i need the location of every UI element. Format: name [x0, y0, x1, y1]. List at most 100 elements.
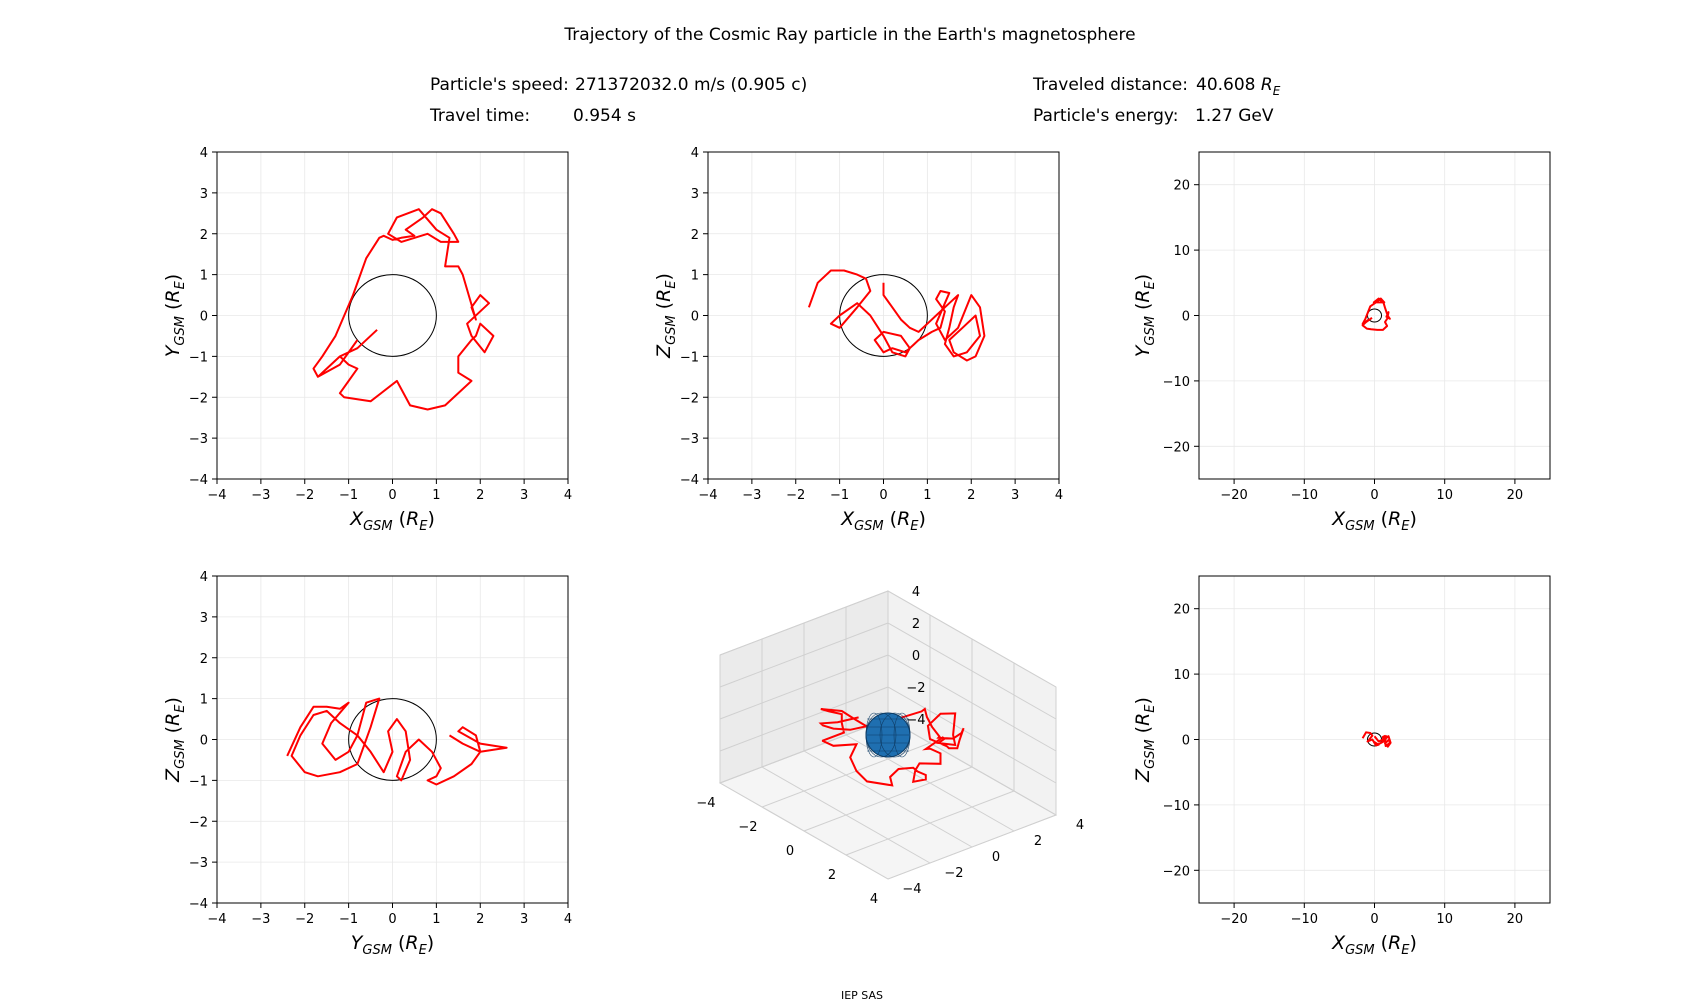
x-tick-label: −4	[698, 488, 717, 503]
distance-label: Traveled distance:	[1032, 75, 1188, 95]
x-tick-label: 2	[967, 488, 975, 503]
x-axis-label: XGSM (RE)	[349, 508, 435, 534]
x-tick-label: 10	[1436, 912, 1453, 927]
y-tick-label: −20	[1163, 864, 1190, 879]
panel-xz-wide: −20 −10 0 10 20 −20 −10 0 10 20 XGSM (RE) ZGSM (RE)	[1132, 575, 1551, 958]
x-tick-label: 1	[432, 488, 440, 503]
x-tick-label: 10	[1436, 488, 1453, 503]
y3d-tick-label: 2	[1034, 834, 1042, 849]
y-tick-label: −1	[680, 350, 699, 365]
x-tick-label: −4	[207, 912, 226, 927]
earth-outline	[348, 274, 437, 357]
y-axis-label: ZGSM (RE)	[162, 697, 188, 783]
y-tick-label: −10	[1163, 799, 1190, 814]
grid-3d	[887, 654, 1057, 752]
grid-3d	[887, 814, 1057, 880]
time-label: Travel time:	[429, 106, 530, 126]
x-tick-label: 0	[1370, 488, 1378, 503]
grid-3d	[719, 590, 889, 656]
x-axis-label: XGSM (RE)	[1331, 932, 1417, 958]
grid-3d	[845, 790, 1015, 856]
x-tick-label: 4	[564, 912, 572, 927]
x-tick-label: 20	[1507, 488, 1524, 503]
grid-3d	[719, 622, 889, 688]
x-tick-label: −3	[251, 912, 270, 927]
y-tick-label: 10	[1173, 244, 1190, 259]
y-tick-label: −10	[1163, 375, 1190, 390]
y-tick-label: −3	[680, 432, 699, 447]
grid-3d	[887, 718, 1057, 816]
y-tick-label: −3	[189, 856, 208, 871]
y3d-tick-label: 4	[1076, 818, 1084, 833]
figure-title: Trajectory of the Cosmic Ray particle in…	[563, 25, 1135, 45]
x-tick-label: 2	[476, 488, 484, 503]
y-tick-label: 20	[1173, 603, 1190, 618]
y-tick-label: 0	[1182, 310, 1190, 325]
y-tick-label: −1	[189, 350, 208, 365]
y-tick-label: −2	[189, 391, 208, 406]
x-axis-label: XGSM (RE)	[840, 508, 926, 534]
y-tick-label: −2	[189, 815, 208, 830]
y-tick-label: 3	[691, 187, 699, 202]
trajectory-line	[807, 269, 986, 362]
y-axis-label: YGSM (RE)	[162, 274, 188, 357]
z3d-tick-label: −2	[906, 681, 925, 696]
energy-label: Particle's energy:	[1033, 106, 1178, 126]
x-tick-label: 0	[388, 912, 396, 927]
x-tick-label: −1	[830, 488, 849, 503]
x-tick-label: 1	[432, 912, 440, 927]
y3d-tick-label: 0	[992, 850, 1000, 865]
x-tick-label: 0	[879, 488, 887, 503]
y3d-tick-label: −2	[944, 866, 963, 881]
footer-credit: IEP SAS	[841, 989, 883, 1000]
y-tick-label: 0	[200, 310, 208, 325]
x-axis-label: YGSM (RE)	[351, 932, 434, 958]
z3d-tick-label: 4	[912, 585, 920, 600]
y-tick-label: 4	[200, 146, 208, 161]
panel-xy-wide: −20 −10 0 10 20 −20 −10 0 10 20 XGSM (RE) YGSM (RE)	[1132, 151, 1551, 534]
trajectory-line	[286, 697, 508, 786]
x-tick-label: 3	[1011, 488, 1019, 503]
energy-value: 1.27 GeV	[1195, 106, 1274, 126]
grid-3d	[803, 750, 973, 848]
y-tick-label: 2	[200, 652, 208, 667]
y-tick-label: 2	[200, 228, 208, 243]
y-tick-label: −2	[680, 391, 699, 406]
trajectory-line	[1361, 297, 1391, 331]
y-tick-label: 4	[200, 570, 208, 585]
y-tick-label: 1	[691, 269, 699, 284]
panel-xy-zoom: −4 −3 −2 −1 0 1 2 3 4 −4 −3 −2 −1 0 1 2 3 4 XGSM (RE) YGSM …	[162, 146, 572, 534]
x-tick-label: 0	[388, 488, 396, 503]
x-tick-label: −3	[251, 488, 270, 503]
y-axis-label: ZGSM (RE)	[1132, 697, 1158, 783]
y-tick-label: 2	[691, 228, 699, 243]
y-tick-label: 0	[1182, 734, 1190, 749]
x3d-tick-label: 0	[786, 844, 794, 859]
y-tick-label: 10	[1173, 668, 1190, 683]
x-tick-label: 3	[520, 488, 528, 503]
speed-value: 271372032.0 m/s (0.905 c)	[575, 75, 807, 95]
y-tick-label: 20	[1173, 179, 1190, 194]
speed-label: Particle's speed:	[430, 75, 569, 95]
grid-3d	[719, 654, 889, 720]
y-tick-label: 0	[691, 310, 699, 325]
y-axis-label: YGSM (RE)	[1132, 274, 1158, 357]
x-tick-label: −10	[1291, 488, 1318, 503]
x-tick-label: 1	[923, 488, 931, 503]
y-tick-label: 4	[691, 146, 699, 161]
y-tick-label: 3	[200, 187, 208, 202]
x-tick-label: −1	[339, 488, 358, 503]
y-tick-label: 0	[200, 734, 208, 749]
x-tick-label: −20	[1220, 488, 1247, 503]
x-tick-label: 3	[520, 912, 528, 927]
earth-outline	[348, 698, 437, 781]
x3d-tick-label: 4	[870, 892, 878, 907]
z3d-tick-label: −4	[906, 713, 925, 728]
x-tick-label: 4	[1055, 488, 1063, 503]
panel-3d: −4 −2 0 2 4 −4 −2 0 2 4 −4 −2 0 2 4	[696, 585, 1084, 907]
x-tick-label: 4	[564, 488, 572, 503]
y-tick-label: −4	[189, 473, 208, 488]
y-tick-label: 1	[200, 693, 208, 708]
x-tick-label: −3	[742, 488, 761, 503]
